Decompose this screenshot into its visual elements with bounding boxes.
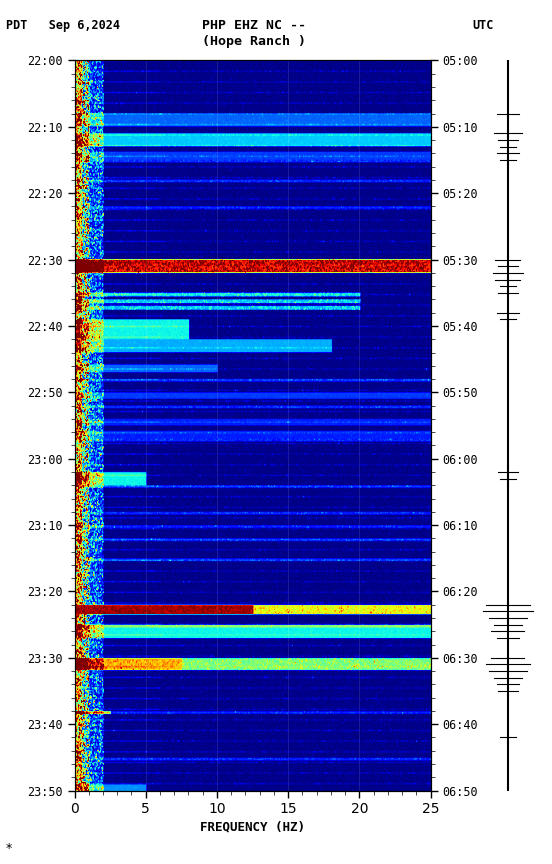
X-axis label: FREQUENCY (HZ): FREQUENCY (HZ) bbox=[200, 821, 305, 834]
Text: PDT   Sep 6,2024: PDT Sep 6,2024 bbox=[6, 19, 120, 33]
Text: PHP EHZ NC --: PHP EHZ NC -- bbox=[202, 19, 306, 32]
Text: UTC: UTC bbox=[472, 19, 493, 33]
Text: (Hope Ranch ): (Hope Ranch ) bbox=[202, 35, 306, 48]
Text: *: * bbox=[6, 842, 12, 855]
